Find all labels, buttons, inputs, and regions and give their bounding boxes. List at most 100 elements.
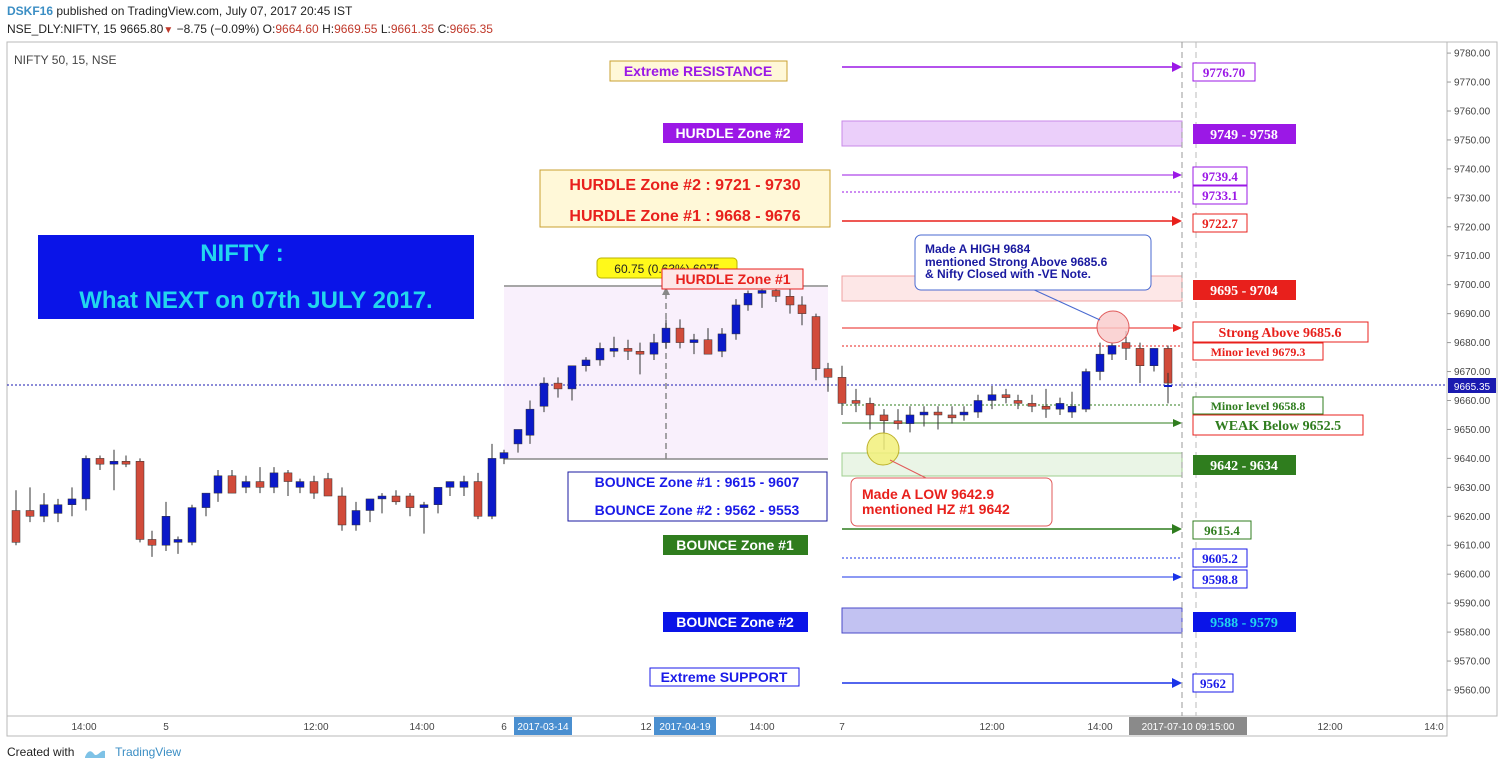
candle-body[interactable] <box>623 348 633 352</box>
candle-body[interactable] <box>1135 348 1145 366</box>
candle-body[interactable] <box>947 414 957 419</box>
candle-body[interactable] <box>703 339 713 355</box>
candle-body[interactable] <box>689 339 699 343</box>
candle-body[interactable] <box>419 504 429 508</box>
candle-body[interactable] <box>433 487 443 505</box>
candle-body[interactable] <box>1067 406 1077 413</box>
candle-body[interactable] <box>865 403 875 416</box>
level-9588-label: 9588 - 9579 <box>1210 616 1278 631</box>
candle-body[interactable] <box>539 382 549 407</box>
candle-body[interactable] <box>487 458 497 517</box>
candle-body[interactable] <box>39 504 49 517</box>
candle-body[interactable] <box>295 481 305 488</box>
candle-body[interactable] <box>109 461 119 465</box>
candle-body[interactable] <box>377 495 387 500</box>
candle-body[interactable] <box>743 293 753 306</box>
candle-body[interactable] <box>351 510 361 526</box>
candle-body[interactable] <box>1095 353 1105 372</box>
candle-body[interactable] <box>717 333 727 352</box>
candle-body[interactable] <box>365 498 375 511</box>
candle-body[interactable] <box>309 481 319 494</box>
candle-body[interactable] <box>581 359 591 366</box>
time-axis[interactable] <box>6 715 1448 737</box>
candle-body[interactable] <box>187 507 197 543</box>
candle-body[interactable] <box>213 475 223 494</box>
candle-body[interactable] <box>595 348 605 361</box>
candle-body[interactable] <box>933 411 943 416</box>
candle-body[interactable] <box>241 481 251 488</box>
candle-body[interactable] <box>1041 406 1051 410</box>
candle-body[interactable] <box>1013 400 1023 404</box>
candle-body[interactable] <box>797 304 807 314</box>
candle-body[interactable] <box>987 394 997 401</box>
candle-body[interactable] <box>1164 385 1172 387</box>
candle-body[interactable] <box>391 495 401 503</box>
candle-body[interactable] <box>81 458 91 500</box>
candle-body[interactable] <box>227 475 237 494</box>
candle-body[interactable] <box>25 510 35 517</box>
candle-body[interactable] <box>1027 403 1037 407</box>
candle-body[interactable] <box>851 400 861 404</box>
candle-body[interactable] <box>11 510 21 543</box>
candle-body[interactable] <box>1081 371 1091 410</box>
author-name[interactable]: DSKF16 <box>7 4 54 18</box>
candle-body[interactable] <box>201 492 211 508</box>
candle-body[interactable] <box>525 408 535 436</box>
candle-body[interactable] <box>905 414 915 424</box>
candle-body[interactable] <box>121 461 131 465</box>
candlestick-series[interactable] <box>11 284 1173 557</box>
candle-body[interactable] <box>811 316 821 369</box>
candle-body[interactable] <box>649 342 659 355</box>
candle-body[interactable] <box>95 458 105 465</box>
candle-body[interactable] <box>1055 403 1065 410</box>
extreme-resistance-box <box>609 60 788 82</box>
y-tick-label: 9700.00 <box>1454 280 1491 291</box>
y-tick-label: 9560.00 <box>1454 685 1491 696</box>
candle-body[interactable] <box>1001 394 1011 398</box>
candle-body[interactable] <box>283 472 293 482</box>
candle-body[interactable] <box>337 495 347 526</box>
candle-body[interactable] <box>445 481 455 488</box>
candle-body[interactable] <box>567 365 577 390</box>
candle-body[interactable] <box>893 420 903 424</box>
candle-body[interactable] <box>1121 342 1131 349</box>
candle-body[interactable] <box>473 481 483 517</box>
candle-body[interactable] <box>53 504 63 514</box>
candle-body[interactable] <box>553 382 563 390</box>
candle-body[interactable] <box>1107 345 1117 355</box>
candle-body[interactable] <box>499 452 509 459</box>
hurdle-zone-2-tag-box <box>663 123 803 143</box>
candle-body[interactable] <box>675 327 685 343</box>
candle-body[interactable] <box>661 327 671 343</box>
candle-body[interactable] <box>135 461 145 540</box>
candle-body[interactable] <box>513 429 523 445</box>
candle-body[interactable] <box>173 539 183 543</box>
candle-body[interactable] <box>161 516 171 546</box>
candle-body[interactable] <box>959 411 969 416</box>
candle-body[interactable] <box>973 400 983 413</box>
candle-body[interactable] <box>323 478 333 497</box>
y-tick-label: 9610.00 <box>1454 541 1491 552</box>
candle-body[interactable] <box>785 296 795 306</box>
candle-body[interactable] <box>879 414 889 422</box>
measure-arrow-head <box>662 287 670 295</box>
candle-body[interactable] <box>919 411 929 416</box>
candle-body[interactable] <box>757 290 767 294</box>
candle-body[interactable] <box>1149 348 1159 366</box>
candle-body[interactable] <box>67 498 77 505</box>
candle-body[interactable] <box>837 377 847 404</box>
candle-body[interactable] <box>635 351 645 355</box>
callout-low-line1: Made A LOW 9642.9 <box>862 486 994 502</box>
candle-body[interactable] <box>147 539 157 546</box>
candle-body[interactable] <box>405 495 415 508</box>
x-highlight-label: 2017-07-10 09:15:00 <box>1142 722 1235 733</box>
candle-body[interactable] <box>823 368 833 378</box>
candle-body[interactable] <box>269 472 279 488</box>
candle-body[interactable] <box>771 290 781 297</box>
tradingview-link[interactable]: TradingView <box>115 745 182 759</box>
candle-body[interactable] <box>255 481 265 488</box>
candle-body[interactable] <box>731 304 741 335</box>
candle-body[interactable] <box>459 481 469 488</box>
candle-body[interactable] <box>609 348 619 352</box>
